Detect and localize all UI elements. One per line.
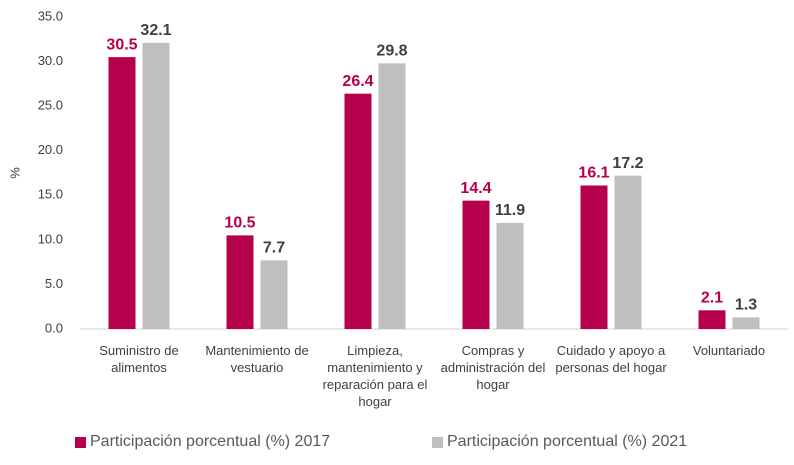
data-label: 1.3: [735, 297, 757, 314]
data-label: 30.5: [106, 36, 137, 53]
bar: [732, 317, 760, 329]
x-tick-label: Suministro de alimentos: [99, 343, 179, 375]
x-tick-label: Compras y administración del hogar: [440, 343, 546, 392]
data-label: 2.1: [701, 289, 723, 306]
data-label: 17.2: [612, 155, 643, 172]
y-tick-label: 25.0: [38, 98, 63, 113]
bar: [698, 310, 726, 329]
bar: [580, 185, 608, 329]
y-axis-label: %: [7, 167, 22, 179]
y-tick-label: 15.0: [38, 187, 63, 202]
x-tick-label: Voluntariado: [692, 343, 766, 358]
x-tick-label: Mantenimiento de vestuario: [205, 343, 309, 375]
x-tick-label: Cuidado y apoyo a personas del hogar: [555, 343, 667, 375]
y-tick-label: 10.0: [38, 231, 63, 246]
y-tick-label: 0.0: [45, 320, 63, 335]
bar: [260, 260, 288, 329]
legend-item: Participación porcentual (%) 2021: [432, 433, 687, 451]
bar: [378, 63, 406, 330]
bar: [108, 57, 136, 329]
bar: [226, 235, 254, 329]
data-label: 32.1: [140, 22, 171, 39]
legend-item: Participación porcentual (%) 2017: [75, 433, 330, 451]
data-label: 26.4: [342, 73, 373, 90]
y-tick-label: 30.0: [38, 53, 63, 68]
legend-label: Participación porcentual (%) 2017: [90, 433, 331, 450]
bar: [142, 42, 170, 329]
bar: [496, 222, 524, 329]
legend-swatch: [432, 436, 443, 448]
y-tick-label: 20.0: [38, 142, 63, 157]
data-label: 16.1: [578, 165, 609, 182]
legend-label: Participación porcentual (%) 2021: [447, 433, 688, 450]
bar: [462, 200, 490, 329]
bar: [614, 175, 642, 329]
data-label: 29.8: [376, 43, 407, 60]
bar: [344, 93, 372, 329]
data-label: 14.4: [460, 180, 491, 197]
y-tick-label: 35.0: [38, 8, 63, 23]
data-label: 7.7: [263, 240, 285, 257]
data-label: 10.5: [224, 215, 255, 232]
x-tick-label: Limpieza, mantenimiento y reparación par…: [322, 343, 428, 409]
y-tick-label: 5.0: [45, 276, 63, 291]
legend-swatch: [75, 436, 86, 448]
data-label: 11.9: [495, 202, 525, 219]
